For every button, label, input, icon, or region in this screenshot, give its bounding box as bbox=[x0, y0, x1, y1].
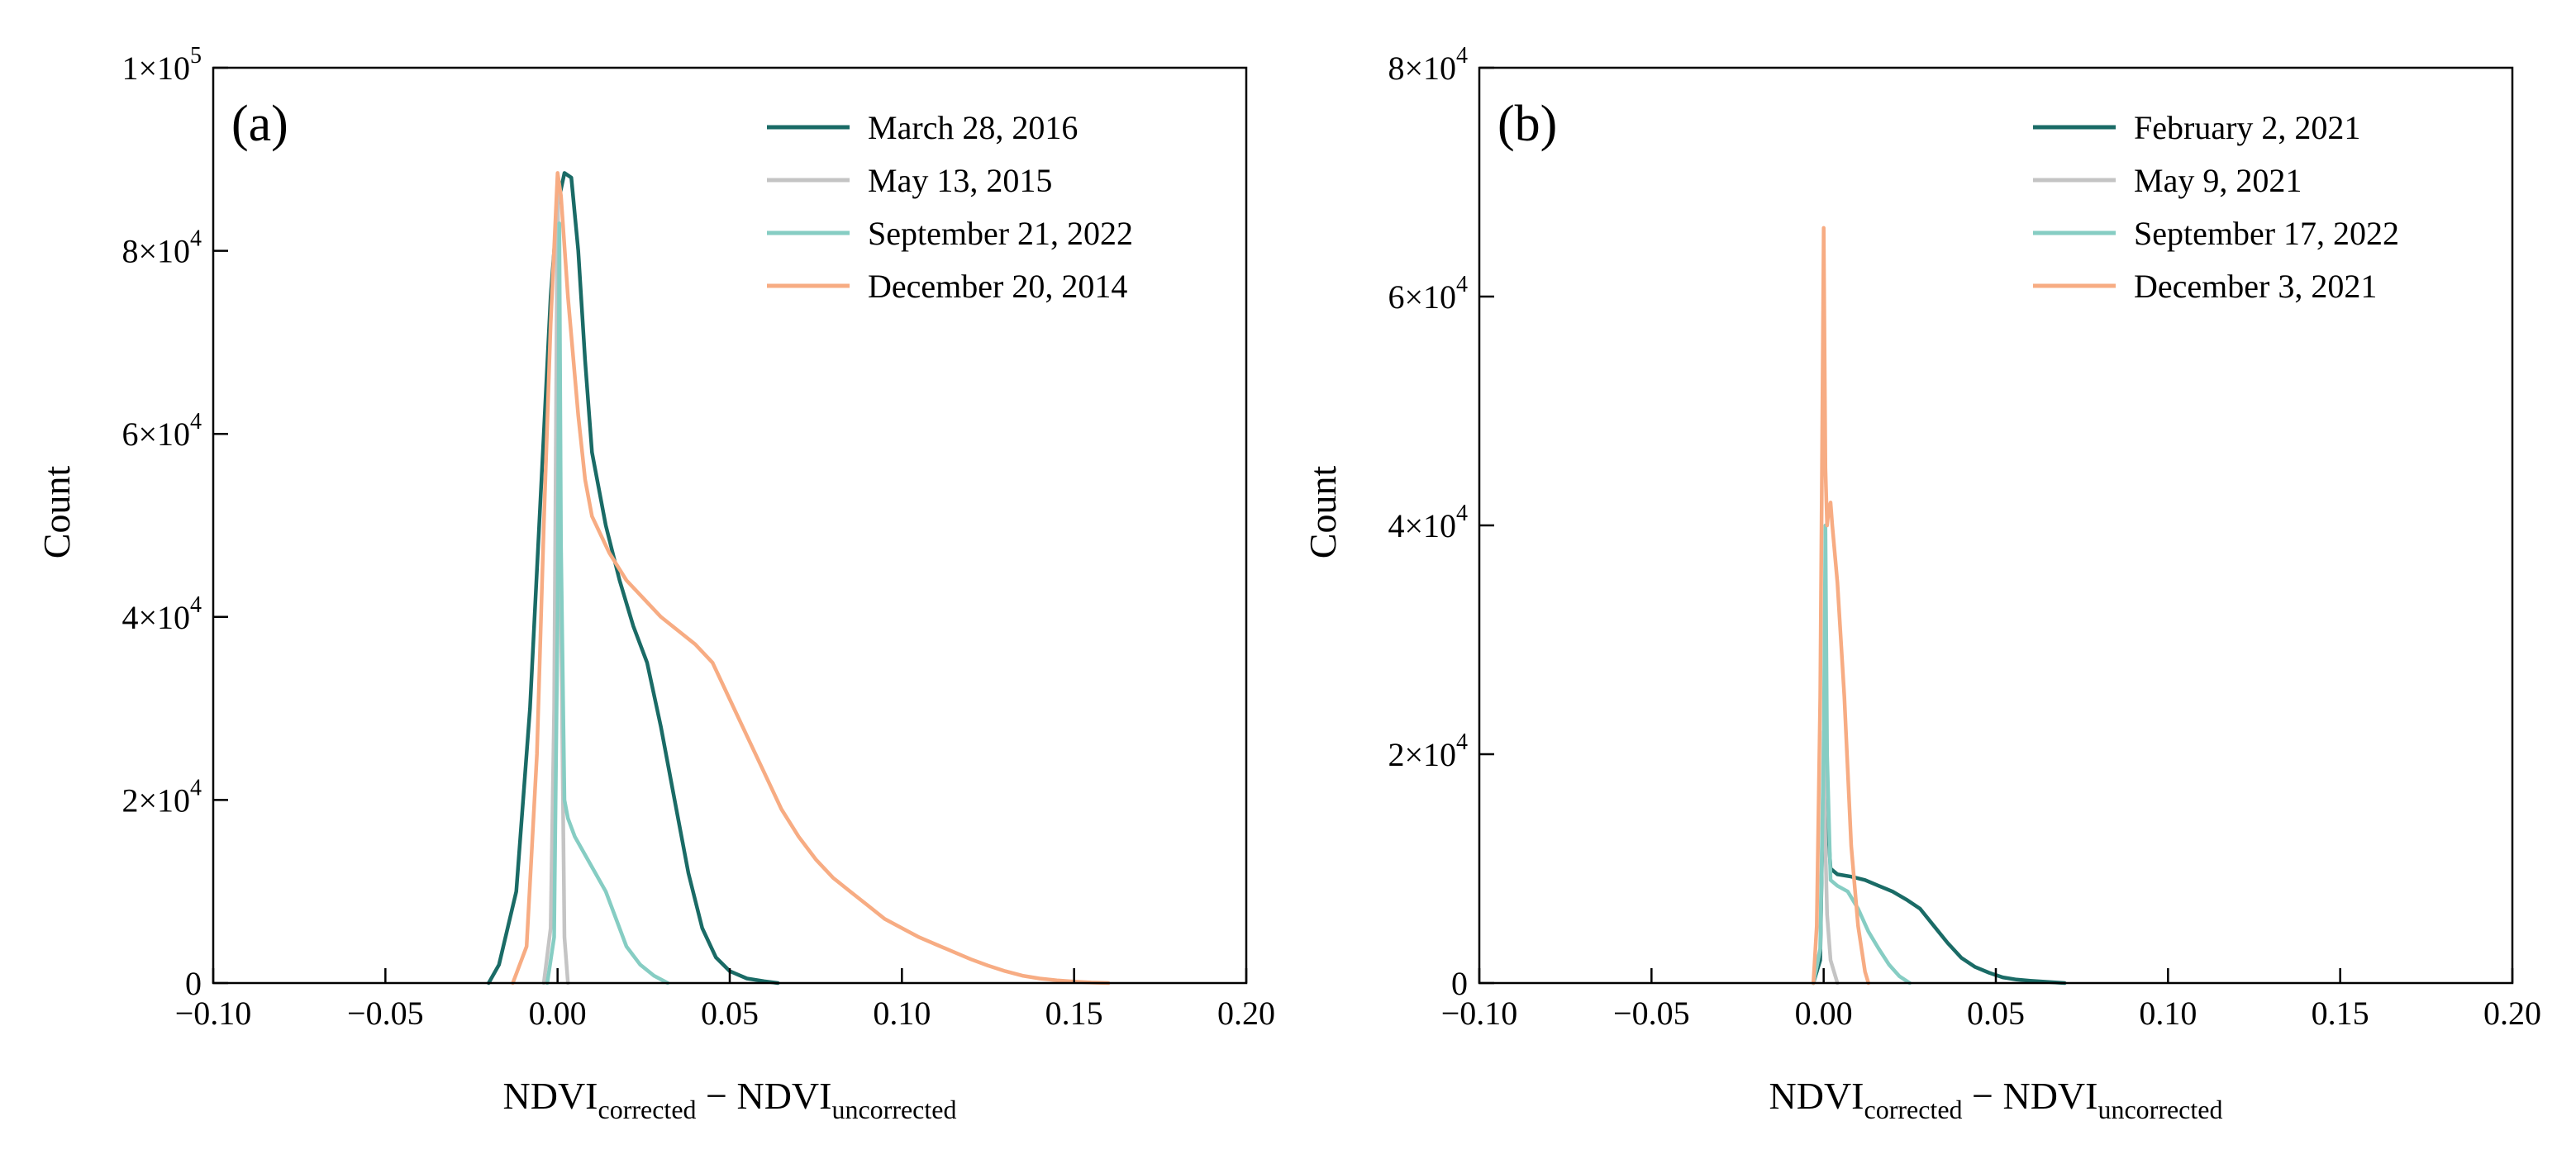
x-label-subscript: corrected bbox=[598, 1095, 697, 1124]
y-tick-mantissa: 4×10 bbox=[1388, 507, 1456, 544]
y-tick-mantissa: 8×10 bbox=[121, 233, 190, 270]
panel-label: (b) bbox=[1498, 96, 1557, 152]
y-tick-label: 4×104 bbox=[1388, 501, 1468, 544]
y-tick-label: 0 bbox=[1451, 965, 1468, 1002]
y-tick-label: 0 bbox=[185, 965, 202, 1002]
chart-panel-a: −0.10 −0.05 0.00 0.05 0.10 0.15 0.2002×1044×10… bbox=[36, 43, 1275, 1124]
legend: March 28, 2016 May 13, 2015 September 21, … bbox=[767, 109, 1133, 305]
y-tick-label: 1×105 bbox=[121, 43, 202, 87]
y-tick-exponent: 4 bbox=[190, 409, 202, 435]
series-line-1 bbox=[487, 171, 780, 986]
legend: February 2, 2021 May 9, 2021 September 17,… bbox=[2033, 109, 2399, 305]
x-tick-label: −0.10 bbox=[1441, 995, 1518, 1032]
legend-label: May 13, 2015 bbox=[868, 162, 1052, 199]
x-label-subscript: uncorrected bbox=[831, 1095, 956, 1124]
x-tick-label: 0.15 bbox=[2312, 995, 2369, 1032]
panel-label: (a) bbox=[231, 96, 288, 152]
x-label-term: NDVI bbox=[1769, 1075, 1864, 1117]
legend-label: September 17, 2022 bbox=[2134, 215, 2399, 252]
x-tick-label: 0.05 bbox=[701, 995, 759, 1032]
x-tick-label: 0.00 bbox=[1795, 995, 1853, 1032]
x-label-subscript: corrected bbox=[1864, 1095, 1963, 1124]
y-tick-mantissa: 0 bbox=[1451, 965, 1468, 1002]
x-axis-label: NDVIcorrected − NDVIuncorrected bbox=[1769, 1075, 2223, 1124]
y-tick-mantissa: 2×10 bbox=[1388, 736, 1456, 773]
series-line-3 bbox=[545, 221, 670, 986]
plot-frame bbox=[1478, 66, 2514, 985]
legend-label: May 9, 2021 bbox=[2134, 162, 2302, 199]
x-axis-label: NDVIcorrected − NDVIuncorrected bbox=[503, 1075, 957, 1124]
y-tick-label: 8×104 bbox=[1388, 43, 1468, 87]
series-line-4 bbox=[511, 171, 1111, 986]
legend-label: September 21, 2022 bbox=[868, 215, 1133, 252]
x-tick-label: 0.10 bbox=[2139, 995, 2197, 1032]
legend-label: March 28, 2016 bbox=[868, 109, 1078, 146]
y-tick-exponent: 4 bbox=[190, 775, 202, 800]
y-tick-mantissa: 1×10 bbox=[121, 50, 190, 87]
x-tick-label: 0.15 bbox=[1045, 995, 1103, 1032]
y-tick-label: 8×104 bbox=[121, 226, 202, 270]
x-tick-label: −0.05 bbox=[1613, 995, 1690, 1032]
x-label-subscript: uncorrected bbox=[2097, 1095, 2222, 1124]
y-tick-label: 4×104 bbox=[121, 592, 202, 636]
legend-label: December 20, 2014 bbox=[868, 268, 1127, 305]
y-axis-label: Count bbox=[1302, 466, 1344, 559]
y-tick-exponent: 4 bbox=[1456, 501, 1468, 526]
y-axis-label: Count bbox=[36, 466, 78, 559]
x-tick-label: 0.00 bbox=[529, 995, 587, 1032]
y-tick-label: 6×104 bbox=[121, 409, 202, 453]
y-tick-exponent: 4 bbox=[190, 226, 202, 252]
x-label-operator: − bbox=[697, 1075, 737, 1117]
x-label-term: NDVI bbox=[2002, 1075, 2097, 1117]
y-tick-mantissa: 0 bbox=[185, 965, 202, 1002]
y-tick-mantissa: 8×10 bbox=[1388, 50, 1456, 87]
legend-label: December 3, 2021 bbox=[2134, 268, 2377, 305]
series-line-3 bbox=[1811, 523, 1912, 986]
x-tick-label: 0.20 bbox=[1217, 995, 1275, 1032]
y-tick-label: 6×104 bbox=[1388, 272, 1468, 316]
legend-label: February 2, 2021 bbox=[2134, 109, 2360, 146]
y-tick-exponent: 4 bbox=[1456, 43, 1468, 69]
y-tick-mantissa: 4×10 bbox=[121, 599, 190, 636]
y-tick-mantissa: 2×10 bbox=[121, 781, 190, 819]
series-line-4 bbox=[1811, 226, 1871, 986]
y-tick-label: 2×104 bbox=[1388, 729, 1468, 773]
x-tick-label: −0.05 bbox=[347, 995, 424, 1032]
x-tick-label: 0.20 bbox=[2483, 995, 2541, 1032]
y-tick-exponent: 5 bbox=[190, 43, 202, 69]
x-label-term: NDVI bbox=[736, 1075, 831, 1117]
x-tick-label: 0.10 bbox=[873, 995, 931, 1032]
y-tick-mantissa: 6×10 bbox=[121, 416, 190, 453]
y-tick-exponent: 4 bbox=[190, 592, 202, 618]
chart-panel-b: −0.10 −0.05 0.00 0.05 0.10 0.15 0.2002×1044×10… bbox=[1302, 43, 2541, 1124]
y-tick-exponent: 4 bbox=[1456, 272, 1468, 297]
x-tick-label: −0.10 bbox=[175, 995, 252, 1032]
x-label-operator: − bbox=[1963, 1075, 2003, 1117]
y-tick-exponent: 4 bbox=[1456, 729, 1468, 755]
x-tick-label: 0.05 bbox=[1967, 995, 2025, 1032]
plot-frame bbox=[212, 66, 1248, 985]
y-tick-label: 2×104 bbox=[121, 775, 202, 819]
y-tick-mantissa: 6×10 bbox=[1388, 278, 1456, 316]
x-label-term: NDVI bbox=[503, 1075, 598, 1117]
